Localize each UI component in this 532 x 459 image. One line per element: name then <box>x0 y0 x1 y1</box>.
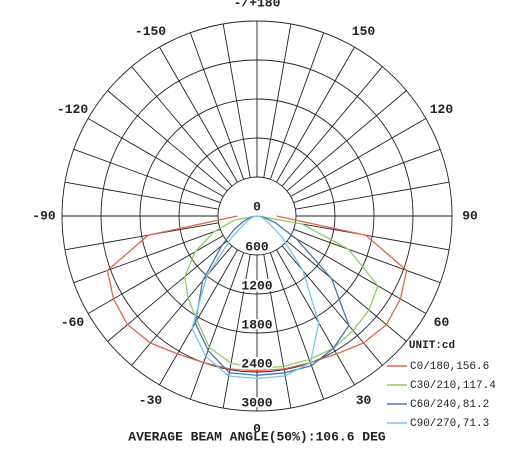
r-tick-label: 2400 <box>241 356 272 371</box>
intensity-curve <box>106 215 408 372</box>
r-tick-label: 600 <box>245 239 269 254</box>
beam-angle-note: AVERAGE BEAM ANGLE(50%):106.6 DEG <box>128 429 386 444</box>
grid-ring <box>178 137 336 295</box>
angle-tick-label: 0 <box>253 421 261 436</box>
intensity-curve <box>191 215 320 380</box>
grid-ring <box>100 59 414 373</box>
angle-tick-label: 150 <box>352 24 376 39</box>
intensity-curve <box>184 215 379 370</box>
legend-label: C90/270,71.3 <box>410 418 489 430</box>
legend-label: C60/240,81.2 <box>410 399 489 411</box>
angle-tick-label: 60 <box>434 315 450 330</box>
angle-tick-label: -150 <box>135 24 166 39</box>
grid-ring <box>139 98 375 334</box>
r-tick-label: 3000 <box>241 395 272 410</box>
angle-tick-label: -90 <box>32 208 56 223</box>
grid-ring <box>217 176 297 256</box>
intensity-curve <box>194 215 350 376</box>
legend-title: UNIT:cd <box>409 340 455 352</box>
legend-label: C0/180,156.6 <box>410 361 489 373</box>
r-tick-label: 0 <box>253 199 261 214</box>
angle-tick-label: 30 <box>356 393 372 408</box>
angle-tick-label: -120 <box>57 102 88 117</box>
grid-ring <box>61 20 453 412</box>
angle-tick-label: 120 <box>430 102 454 117</box>
angle-tick-label: -60 <box>61 315 85 330</box>
angle-tick-label: -/+180 <box>234 0 281 10</box>
angle-tick-label: 90 <box>462 208 478 223</box>
r-tick-label: 1800 <box>241 317 272 332</box>
r-tick-label: 1200 <box>241 278 272 293</box>
angle-tick-label: -30 <box>139 393 163 408</box>
legend-label: C30/210,117.4 <box>410 380 496 392</box>
